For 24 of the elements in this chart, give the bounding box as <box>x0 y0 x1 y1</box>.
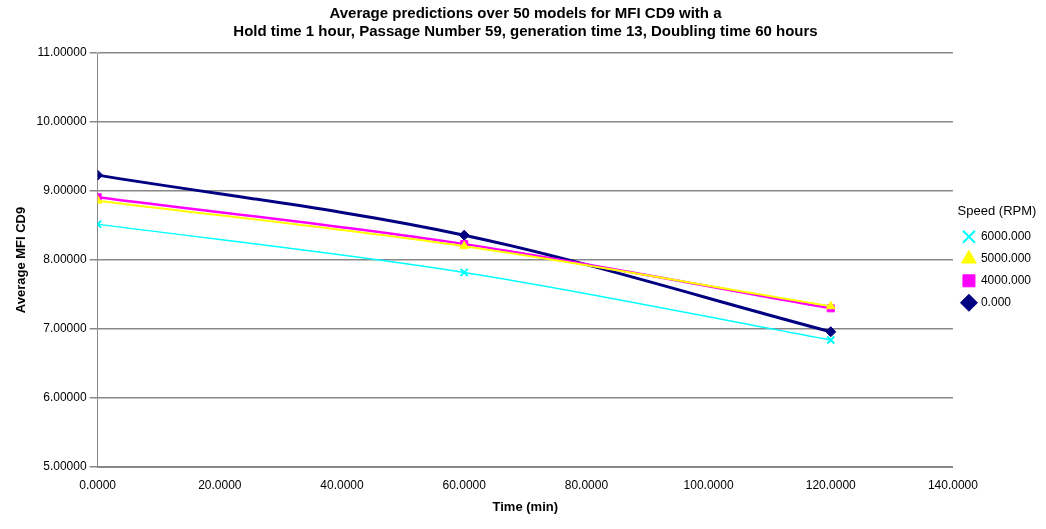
text: Hold time 1 hour, Passage Number 59, generation time 13, Doubling time 60 hours <box>233 22 818 40</box>
legend-title: Speed (RPM) <box>957 203 1037 219</box>
y-tick-label: 10.00000 <box>36 114 87 129</box>
x-tick-label: 40.0000 <box>320 477 365 492</box>
y-tick-label: 7.00000 <box>43 321 87 336</box>
y-tick-label: 11.00000 <box>37 45 87 60</box>
y-tick-label: 5.00000 <box>43 459 87 474</box>
y-tick-label: 8.00000 <box>43 252 87 267</box>
text: Average predictions over 50 models for MFI CD9 with a <box>329 4 722 22</box>
x-tick-label: 80.0000 <box>564 477 609 492</box>
legend-label: 6000.000 <box>980 229 1032 244</box>
x-tick-label: 60.0000 <box>442 477 487 492</box>
legend-label: 4000.000 <box>980 273 1032 288</box>
y-tick-label: 9.00000 <box>43 183 87 198</box>
legend-label: 5000.000 <box>980 251 1032 266</box>
y-axis-title: Average MFI CD9 <box>13 206 29 314</box>
x-tick-label: 120.0000 <box>805 477 857 492</box>
x-axis-title: Time (min) <box>492 498 559 514</box>
x-tick-label: 100.0000 <box>683 477 734 492</box>
x-tick-label: 20.0000 <box>198 477 242 492</box>
y-tick-label: 6.00000 <box>43 390 87 405</box>
x-tick-label: 0.0000 <box>79 477 117 492</box>
x-tick-label: 140.0000 <box>927 477 979 492</box>
legend-label: 0.000 <box>980 295 1012 310</box>
